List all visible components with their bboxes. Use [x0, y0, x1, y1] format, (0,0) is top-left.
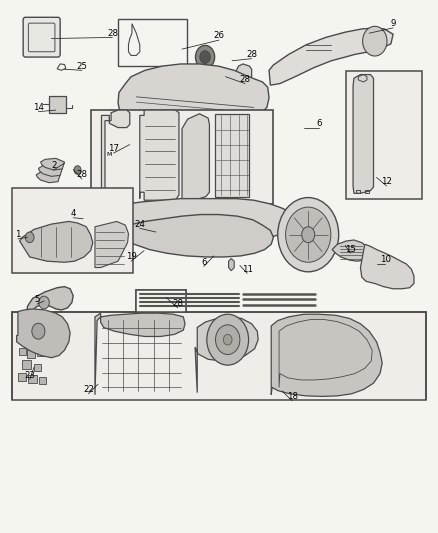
Polygon shape: [229, 259, 234, 271]
Polygon shape: [18, 322, 26, 329]
Circle shape: [195, 45, 215, 69]
Text: 28: 28: [107, 29, 118, 38]
Text: 17: 17: [108, 144, 119, 154]
Circle shape: [32, 323, 45, 339]
Text: 28: 28: [76, 170, 88, 179]
Text: 28: 28: [240, 75, 251, 84]
Polygon shape: [37, 349, 44, 356]
Polygon shape: [28, 375, 37, 383]
Text: 9: 9: [390, 19, 396, 28]
Polygon shape: [140, 110, 179, 200]
Bar: [98, 223, 106, 228]
Polygon shape: [21, 335, 29, 344]
Polygon shape: [27, 350, 35, 358]
Text: 12: 12: [381, 177, 392, 186]
Text: 25: 25: [76, 62, 88, 70]
Text: 5: 5: [34, 295, 40, 304]
Bar: [346, 71, 422, 199]
Text: 28: 28: [172, 299, 183, 308]
Text: 10: 10: [380, 255, 391, 264]
Polygon shape: [237, 64, 252, 80]
Circle shape: [302, 227, 315, 243]
Bar: [12, 188, 133, 273]
Polygon shape: [22, 360, 32, 369]
Polygon shape: [18, 373, 26, 381]
Text: 4: 4: [71, 209, 76, 218]
Bar: [118, 19, 187, 66]
Circle shape: [363, 26, 387, 56]
Text: 11: 11: [242, 265, 253, 273]
Text: 6: 6: [201, 258, 207, 266]
Polygon shape: [34, 364, 41, 370]
Text: M: M: [106, 151, 112, 157]
Circle shape: [207, 314, 249, 365]
Polygon shape: [32, 337, 39, 344]
FancyBboxPatch shape: [23, 17, 60, 57]
Bar: [98, 236, 106, 241]
Polygon shape: [271, 314, 382, 397]
Polygon shape: [332, 240, 366, 261]
Polygon shape: [215, 114, 250, 197]
Polygon shape: [118, 64, 269, 124]
Polygon shape: [95, 313, 185, 395]
Polygon shape: [182, 114, 209, 199]
Circle shape: [25, 232, 34, 243]
Polygon shape: [28, 324, 35, 330]
Circle shape: [200, 51, 210, 63]
Polygon shape: [360, 244, 414, 289]
Polygon shape: [96, 219, 131, 247]
Polygon shape: [20, 221, 93, 262]
Bar: [12, 312, 426, 400]
Text: 28: 28: [246, 50, 257, 59]
Bar: [91, 110, 272, 204]
Bar: [136, 290, 186, 312]
Bar: [98, 230, 106, 235]
Text: 2: 2: [51, 161, 57, 170]
Polygon shape: [353, 75, 374, 193]
Text: 22: 22: [83, 385, 94, 394]
Polygon shape: [269, 28, 393, 85]
Circle shape: [278, 198, 339, 272]
Text: 26: 26: [213, 31, 225, 41]
Polygon shape: [12, 290, 426, 400]
Polygon shape: [19, 348, 25, 354]
Circle shape: [39, 296, 49, 309]
Text: 19: 19: [126, 253, 137, 262]
Polygon shape: [41, 158, 64, 170]
Polygon shape: [95, 221, 128, 268]
Polygon shape: [36, 171, 60, 183]
Polygon shape: [91, 199, 293, 241]
Bar: [49, 96, 66, 113]
Text: 14: 14: [33, 103, 44, 112]
Text: 23: 23: [24, 370, 35, 379]
Polygon shape: [39, 165, 62, 176]
Circle shape: [215, 325, 240, 354]
Polygon shape: [195, 317, 258, 393]
Text: 1: 1: [15, 230, 21, 239]
Polygon shape: [17, 309, 70, 358]
Polygon shape: [24, 287, 73, 320]
Text: 18: 18: [286, 392, 297, 401]
Circle shape: [74, 166, 81, 174]
Polygon shape: [39, 377, 46, 384]
Polygon shape: [102, 110, 130, 200]
Text: 15: 15: [345, 245, 356, 254]
Text: 24: 24: [134, 220, 145, 229]
Polygon shape: [104, 215, 273, 257]
Circle shape: [223, 334, 232, 345]
Circle shape: [286, 207, 331, 262]
Text: 6: 6: [316, 119, 322, 128]
